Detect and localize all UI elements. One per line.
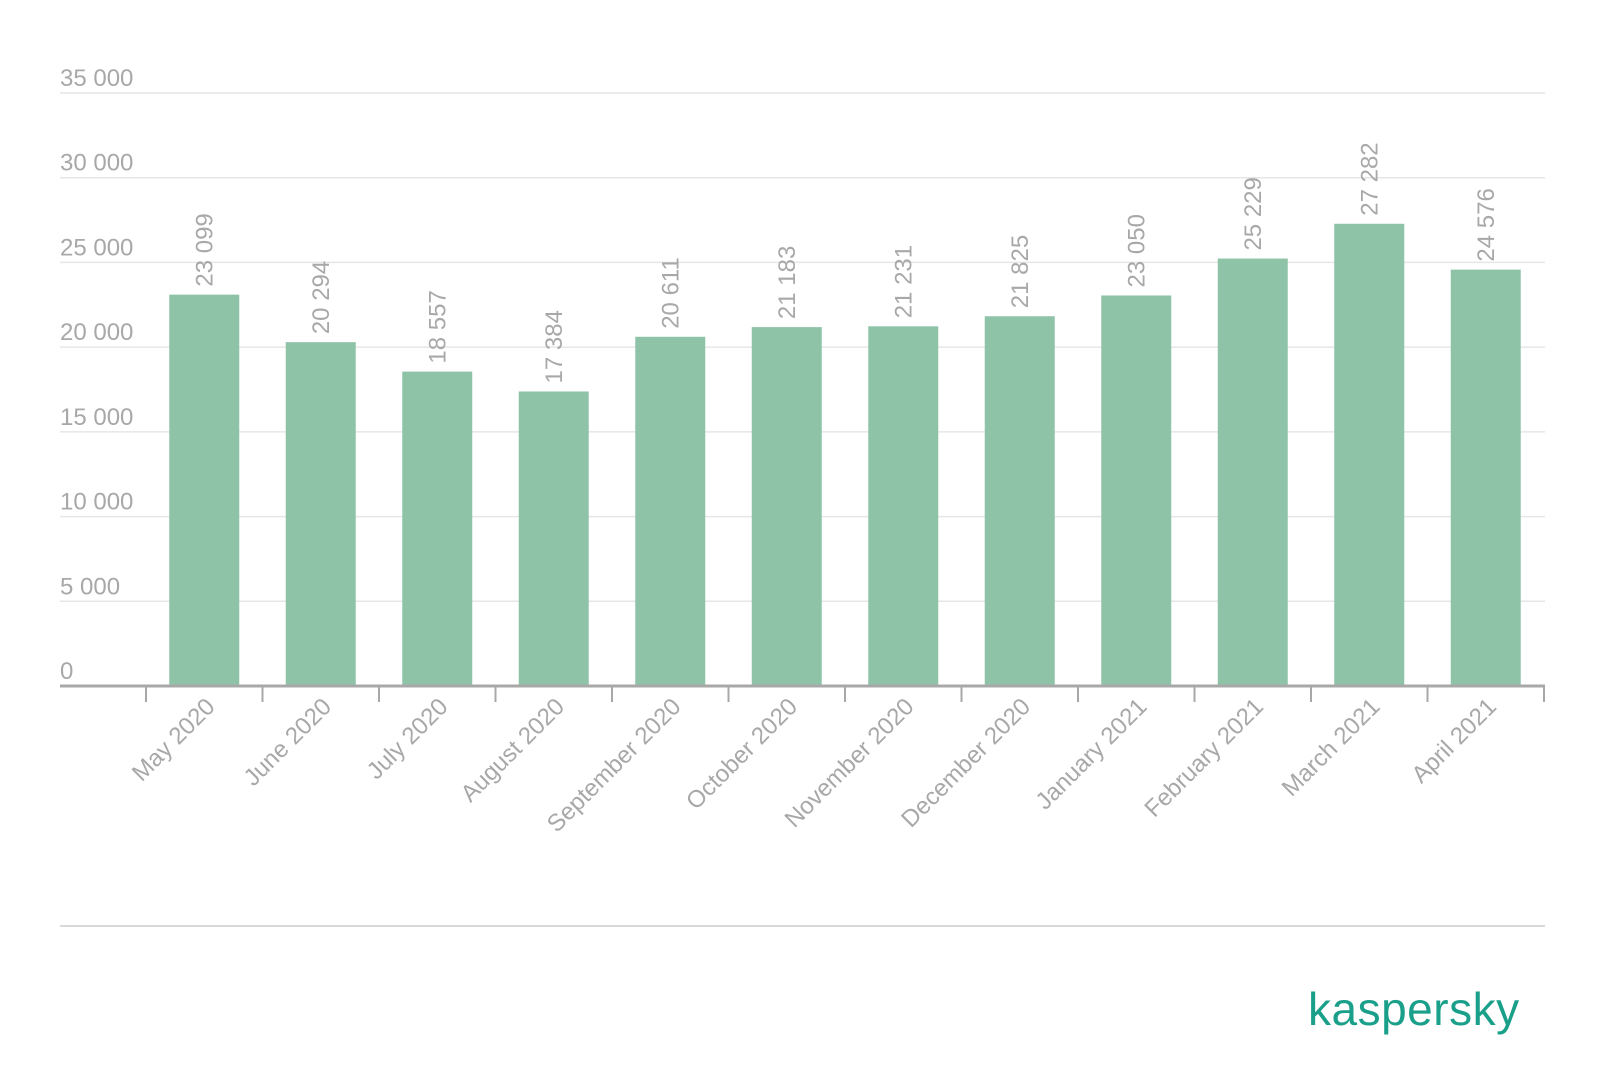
data-label: 21 825 <box>1007 235 1034 308</box>
bar-august-2020 <box>518 391 589 686</box>
data-labels: 23 099 20 294 18 557 17 384 20 611 21 183 21 2… <box>191 142 1500 383</box>
y-tick-label: 25 000 <box>60 234 133 261</box>
bar-march-2021 <box>1334 223 1405 687</box>
data-label: 20 294 <box>308 261 335 334</box>
y-axis-tick-labels: 0 5 000 10 000 15 000 20 000 25 000 30 000 35 0… <box>60 65 133 685</box>
bar-june-2020 <box>285 342 356 686</box>
data-label: 18 557 <box>424 290 451 363</box>
x-axis-category-labels: May 2020 June 2020 July 2020 August 2020Sep… <box>127 693 1502 838</box>
data-label: 21 231 <box>890 245 917 318</box>
category-label: August 2020 <box>456 693 570 807</box>
data-label: 17 384 <box>541 310 568 383</box>
category-label: July 2020 <box>362 693 454 785</box>
y-tick-label: 10 000 <box>60 489 133 516</box>
bar-april-2021 <box>1450 269 1521 686</box>
category-label: March 2021 <box>1277 693 1386 802</box>
category-label: April 2021 <box>1406 693 1502 789</box>
y-tick-label: 35 000 <box>60 65 133 92</box>
data-label: 20 611 <box>657 257 684 329</box>
category-label: February 2021 <box>1140 693 1269 822</box>
y-tick-label: 5 000 <box>60 573 120 600</box>
kaspersky-logo: kaspersky <box>1308 983 1520 1035</box>
category-label: May 2020 <box>127 693 221 787</box>
bar-december-2020 <box>984 316 1055 686</box>
y-tick-label: 20 000 <box>60 319 133 346</box>
x-axis-ticks <box>145 687 1545 702</box>
y-tick-label: 30 000 <box>60 150 133 177</box>
data-label: 21 183 <box>774 246 801 319</box>
data-label: 23 050 <box>1123 214 1150 287</box>
data-label: 24 576 <box>1473 188 1500 261</box>
y-tick-label: 0 <box>60 658 73 685</box>
category-label: October 2020 <box>681 693 803 815</box>
data-label: 25 229 <box>1240 177 1267 250</box>
bar-september-2020 <box>635 336 706 686</box>
y-tick-label: 15 000 <box>60 404 133 431</box>
bar-july-2020 <box>402 371 473 686</box>
bar-february-2021 <box>1217 258 1288 686</box>
category-label: January 2021 <box>1031 693 1153 815</box>
bar-may-2020 <box>169 294 240 686</box>
data-label: 27 282 <box>1356 142 1383 215</box>
data-label: 23 099 <box>191 213 218 286</box>
bar-january-2021 <box>1101 295 1172 686</box>
bars <box>169 223 1521 687</box>
bar-november-2020 <box>868 326 939 686</box>
bar-october-2020 <box>751 327 822 686</box>
category-label: June 2020 <box>239 693 337 791</box>
